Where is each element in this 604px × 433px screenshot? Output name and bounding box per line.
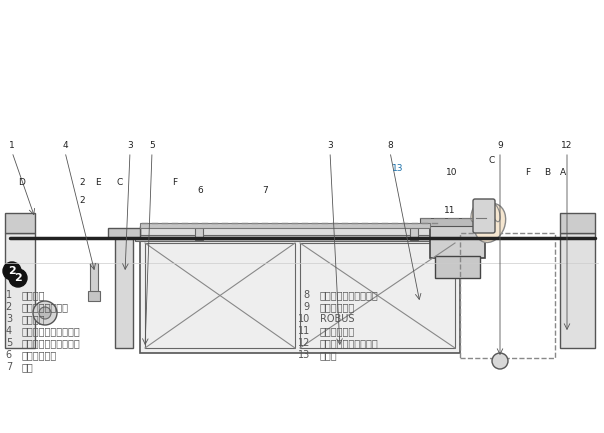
Bar xyxy=(560,233,595,348)
Text: 12: 12 xyxy=(298,338,310,348)
Ellipse shape xyxy=(477,201,484,219)
Text: B: B xyxy=(544,168,550,177)
Text: 8: 8 xyxy=(304,290,310,300)
Text: 5: 5 xyxy=(149,141,155,150)
Text: 1: 1 xyxy=(9,141,15,150)
Text: 6: 6 xyxy=(197,186,203,195)
Bar xyxy=(140,223,430,228)
Bar xyxy=(300,243,455,348)
Text: 11: 11 xyxy=(445,206,456,215)
Text: 12: 12 xyxy=(561,141,573,150)
Circle shape xyxy=(39,307,51,319)
Text: 9: 9 xyxy=(497,141,503,150)
Text: 支架上的红外对射: 支架上的红外对射 xyxy=(22,302,69,312)
FancyBboxPatch shape xyxy=(473,199,495,233)
Bar xyxy=(145,243,295,348)
Text: 3: 3 xyxy=(327,141,333,150)
Bar xyxy=(5,233,35,348)
Bar xyxy=(410,225,418,240)
Ellipse shape xyxy=(474,204,506,242)
Text: 齿条: 齿条 xyxy=(22,362,34,372)
Bar xyxy=(5,213,35,233)
Text: 5: 5 xyxy=(6,338,12,348)
Text: 11: 11 xyxy=(298,326,310,336)
Text: 9: 9 xyxy=(304,302,310,312)
Bar xyxy=(420,218,490,226)
Bar xyxy=(108,228,140,238)
Bar xyxy=(430,223,485,258)
Bar xyxy=(560,213,595,233)
Text: 主移动保护边（选配）: 主移动保护边（选配） xyxy=(22,338,81,348)
Text: D: D xyxy=(19,178,25,187)
Bar xyxy=(435,256,480,278)
Text: 2: 2 xyxy=(8,266,16,276)
Bar xyxy=(88,291,100,301)
Ellipse shape xyxy=(484,201,492,219)
Text: 钥匙开关: 钥匙开关 xyxy=(22,290,45,300)
Text: ROBUS: ROBUS xyxy=(320,314,355,324)
Text: 1: 1 xyxy=(6,290,12,300)
Bar xyxy=(90,263,98,293)
Text: 副固定保护边（选配）: 副固定保护边（选配） xyxy=(320,290,379,300)
Text: E: E xyxy=(95,178,101,187)
Text: 13: 13 xyxy=(392,164,403,173)
Text: 2: 2 xyxy=(6,302,12,312)
Bar xyxy=(135,235,470,241)
Text: 关闭限位支架: 关闭限位支架 xyxy=(320,326,355,336)
Bar xyxy=(195,225,203,240)
Text: F: F xyxy=(525,168,530,177)
Text: 13: 13 xyxy=(298,350,310,360)
Circle shape xyxy=(33,301,57,325)
Text: 4: 4 xyxy=(62,141,68,150)
Text: 红外对射: 红外对射 xyxy=(22,314,45,324)
Text: 2: 2 xyxy=(79,178,85,187)
Text: 闪灯内置天线: 闪灯内置天线 xyxy=(320,302,355,312)
Bar xyxy=(140,238,460,353)
Text: 副移动保护边（选配）: 副移动保护边（选配） xyxy=(320,338,379,348)
Bar xyxy=(460,233,555,358)
Text: 4: 4 xyxy=(6,326,12,336)
Text: A: A xyxy=(560,168,566,177)
Ellipse shape xyxy=(492,204,500,222)
Text: 2: 2 xyxy=(14,273,22,283)
Text: 遥控器: 遥控器 xyxy=(320,350,338,360)
Text: 主固定保护边（选配）: 主固定保护边（选配） xyxy=(22,326,81,336)
Text: 8: 8 xyxy=(387,141,393,150)
Circle shape xyxy=(3,262,21,280)
Text: 10: 10 xyxy=(446,168,458,177)
Bar xyxy=(115,233,133,348)
Text: 3: 3 xyxy=(6,314,12,324)
Text: 3: 3 xyxy=(127,141,133,150)
Text: C: C xyxy=(489,156,495,165)
Text: 开启限位支架: 开启限位支架 xyxy=(22,350,57,360)
Text: 2: 2 xyxy=(79,196,85,205)
Text: C: C xyxy=(117,178,123,187)
Text: F: F xyxy=(172,178,178,187)
Circle shape xyxy=(9,269,27,287)
Text: 6: 6 xyxy=(6,350,12,360)
Circle shape xyxy=(492,353,508,369)
Text: 10: 10 xyxy=(298,314,310,324)
Bar xyxy=(140,226,460,238)
Text: 7: 7 xyxy=(262,186,268,195)
Ellipse shape xyxy=(471,204,479,222)
Text: 7: 7 xyxy=(6,362,12,372)
